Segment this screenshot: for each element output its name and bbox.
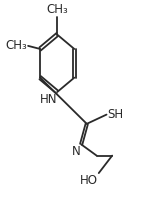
Text: CH₃: CH₃ bbox=[6, 39, 27, 52]
Text: SH: SH bbox=[107, 108, 123, 121]
Text: HO: HO bbox=[80, 174, 98, 187]
Text: HN: HN bbox=[40, 93, 58, 106]
Text: CH₃: CH₃ bbox=[46, 3, 68, 16]
Text: N: N bbox=[72, 145, 80, 158]
